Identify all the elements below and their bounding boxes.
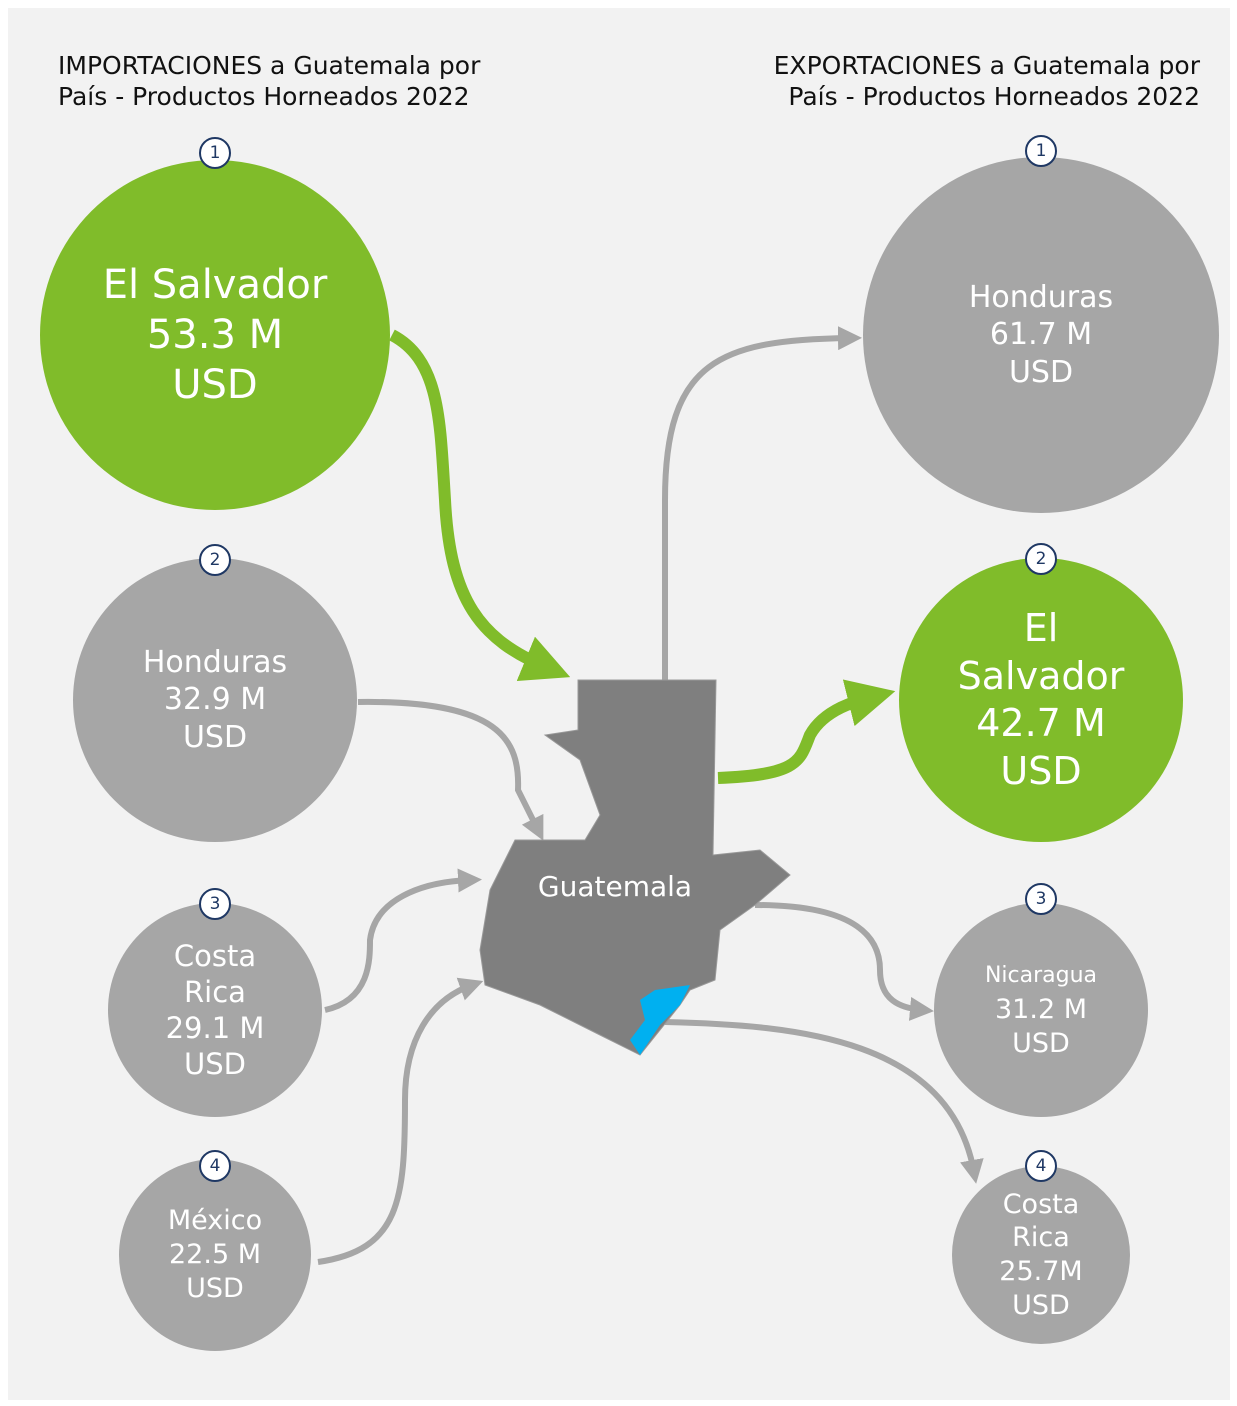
rank-badge: 4: [199, 1150, 231, 1182]
country-unit: USD: [186, 1272, 244, 1304]
map-label: Guatemala: [537, 870, 693, 903]
rank-badge: 1: [199, 137, 231, 169]
rank-badge: 3: [199, 888, 231, 920]
country-bubble: México 22.5 M USD: [119, 1159, 311, 1351]
country-unit: USD: [184, 1047, 246, 1082]
country-name: Nicaragua: [984, 963, 1098, 989]
country-unit: USD: [1012, 1289, 1070, 1321]
country-bubble: Costa Rica 29.1 M USD: [108, 903, 322, 1117]
country-unit: USD: [1008, 354, 1074, 390]
country-amount: 29.1 M: [165, 1011, 265, 1045]
green-arrows: [388, 329, 896, 784]
country-bubble: El Salvador 53.3 M USD: [40, 160, 390, 510]
country-amount: 31.2 M: [995, 994, 1087, 1026]
gray-arrows: [317, 326, 984, 1265]
country-unit: USD: [182, 719, 248, 755]
rank-badge: 1: [1025, 135, 1057, 167]
country-bubble: Costa Rica 25.7M USD: [952, 1166, 1130, 1344]
country-name: Costa Rica: [1002, 1188, 1080, 1254]
country-amount: 32.9 M: [163, 682, 267, 718]
country-unit: USD: [172, 362, 258, 408]
country-name: El Salvador: [102, 262, 328, 308]
country-bubble: Nicaragua 31.2 M USD: [934, 903, 1148, 1117]
exports-title: EXPORTACIONES a Guatemala por País - Pro…: [773, 51, 1200, 111]
imports-title: IMPORTACIONES a Guatemala por País - Pro…: [58, 51, 481, 111]
rank-badge: 3: [1025, 883, 1057, 915]
country-amount: 53.3 M: [146, 312, 284, 358]
country-bubble: El Salvador 42.7 M USD: [899, 558, 1183, 842]
country-amount: 25.7M: [999, 1256, 1083, 1287]
country-amount: 61.7 M: [989, 317, 1093, 353]
country-name: Costa Rica: [173, 938, 257, 1009]
rank-badge: 2: [1025, 543, 1057, 575]
country-name: El Salvador: [957, 606, 1125, 698]
rank-badge: 2: [199, 544, 231, 576]
country-bubble: Honduras 61.7 M USD: [863, 157, 1219, 513]
guatemala-map: [479, 679, 791, 1056]
country-unit: USD: [1012, 1027, 1070, 1059]
country-name: Honduras: [968, 279, 1114, 315]
country-bubble: Honduras 32.9 M USD: [73, 558, 357, 842]
highlight-region: [630, 985, 690, 1055]
country-name: México: [167, 1205, 263, 1237]
country-name: Honduras: [142, 644, 288, 680]
country-amount: 22.5 M: [169, 1239, 261, 1271]
country-amount: 42.7 M: [976, 701, 1106, 745]
rank-badge: 4: [1025, 1150, 1057, 1182]
country-unit: USD: [1000, 748, 1082, 793]
